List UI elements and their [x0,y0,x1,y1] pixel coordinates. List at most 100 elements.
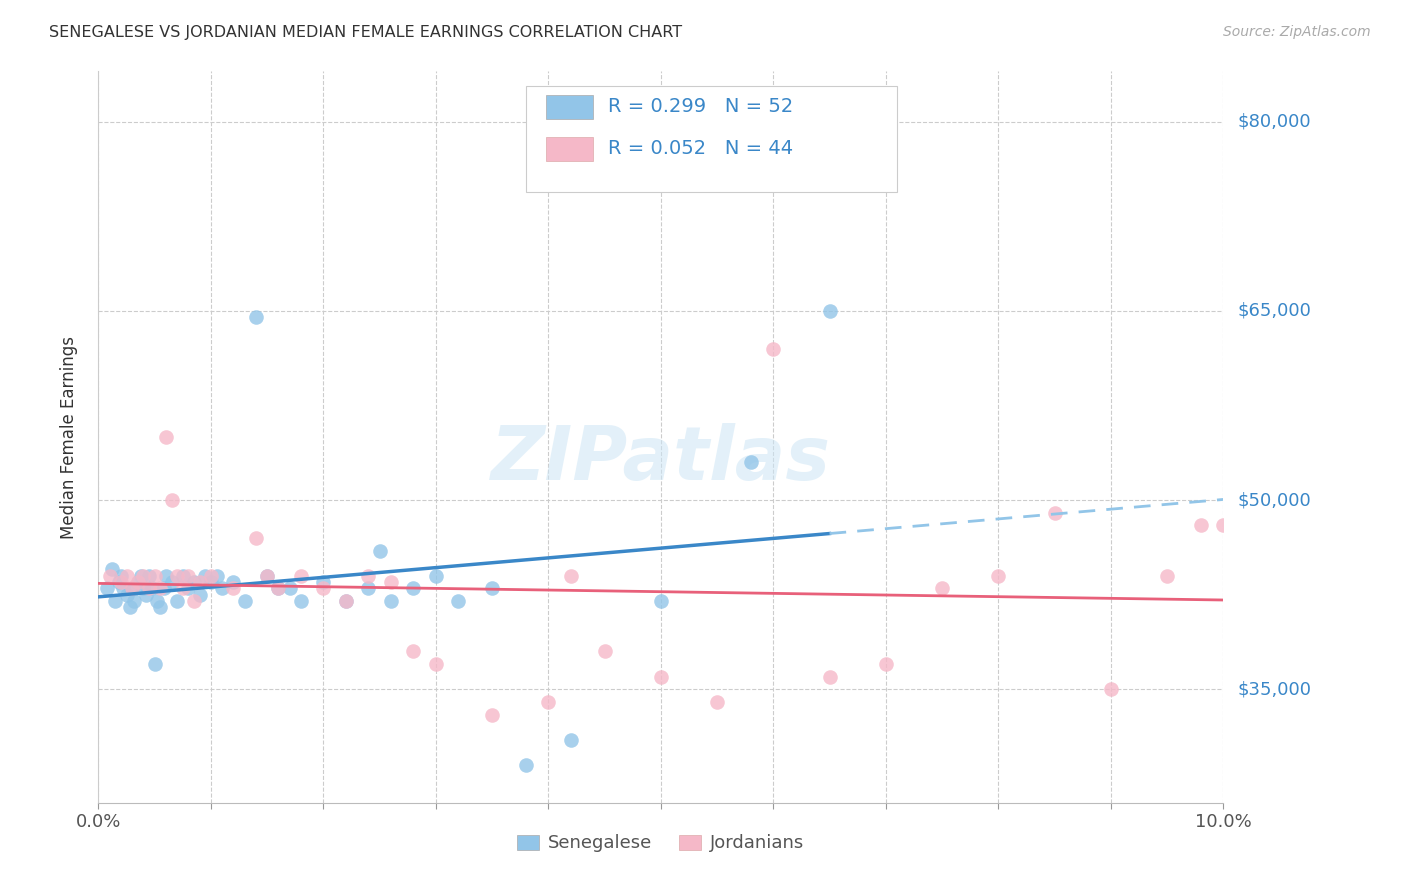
Point [110,569,132,583]
Point [481,707,503,722]
Text: $35,000: $35,000 [1237,681,1312,698]
Point [1212,518,1234,533]
Point [121,582,143,596]
Point [200,569,222,583]
Point [115,569,138,583]
Point [118,600,141,615]
Point [706,695,728,709]
Point [149,600,172,615]
Point [762,342,785,356]
Point [160,493,183,508]
Point [121,582,143,596]
Point [222,575,245,590]
Point [1043,506,1066,520]
Point [143,657,166,671]
Point [200,575,222,590]
Point [256,569,278,583]
Y-axis label: Median Female Earnings: Median Female Earnings [59,335,77,539]
Point [177,569,200,583]
Point [141,582,163,596]
Point [127,575,149,590]
Point [267,582,290,596]
Point [256,569,278,583]
Point [143,569,166,583]
Point [312,575,335,590]
Point [368,543,391,558]
Text: $65,000: $65,000 [1237,302,1310,320]
Point [447,594,470,608]
Point [537,695,560,709]
Point [138,569,160,583]
Point [112,582,135,596]
Text: R = 0.052   N = 44: R = 0.052 N = 44 [607,139,793,158]
Text: $50,000: $50,000 [1237,491,1310,509]
Legend: Senegalese, Jordanians: Senegalese, Jordanians [510,827,811,860]
Point [132,582,155,596]
Point [188,575,211,590]
Point [194,569,217,583]
Point [818,670,841,684]
Point [290,594,312,608]
Point [425,657,447,671]
Point [875,657,897,671]
Point [166,594,188,608]
Point [166,569,188,583]
Point [149,582,172,596]
Point [560,732,582,747]
Point [650,594,672,608]
Point [129,569,152,583]
Point [357,569,380,583]
Point [152,582,174,596]
Point [560,569,582,583]
Point [160,575,183,590]
Point [222,582,245,596]
Text: R = 0.299   N = 52: R = 0.299 N = 52 [607,97,793,116]
Text: $80,000: $80,000 [1237,112,1310,131]
Point [211,582,233,596]
Point [172,569,194,583]
Point [135,588,157,602]
Point [402,582,425,596]
Point [931,582,953,596]
Point [146,594,169,608]
Point [593,644,616,658]
Point [335,594,357,608]
Point [290,569,312,583]
Point [650,670,672,684]
Point [104,594,127,608]
FancyBboxPatch shape [526,86,897,192]
Point [205,569,228,583]
Point [177,582,200,596]
Point [380,594,402,608]
Point [267,582,290,596]
Point [155,430,177,444]
Point [155,569,177,583]
Point [172,582,194,596]
Point [107,575,129,590]
Point [312,582,335,596]
Point [110,575,132,590]
Point [115,588,138,602]
Point [402,644,425,658]
Point [380,575,402,590]
Point [96,582,118,596]
Point [987,569,1010,583]
Point [335,594,357,608]
Point [1099,682,1122,697]
Point [245,310,267,325]
Point [127,575,149,590]
Point [138,582,160,596]
Point [132,569,155,583]
Point [233,594,256,608]
Point [1189,518,1212,533]
Text: Source: ZipAtlas.com: Source: ZipAtlas.com [1223,25,1371,39]
Point [425,569,447,583]
Point [183,594,205,608]
Point [183,575,205,590]
Point [101,562,124,576]
Point [188,588,211,602]
Point [98,569,121,583]
Point [1156,569,1178,583]
Point [124,594,146,608]
Point [818,304,841,318]
